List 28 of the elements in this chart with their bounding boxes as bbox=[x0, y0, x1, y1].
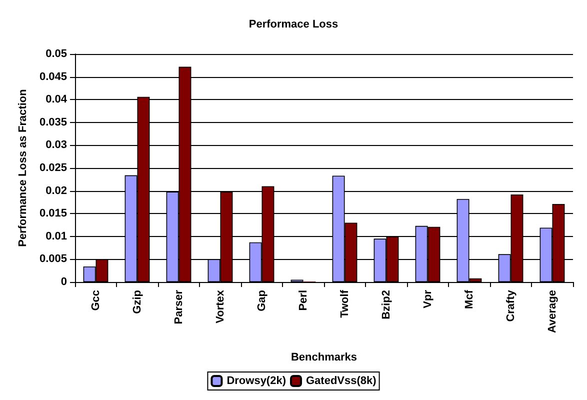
y-tick-label: 0.045 bbox=[39, 70, 67, 83]
x-tick-label: Gzip bbox=[131, 290, 144, 314]
x-tick-label: Bzip2 bbox=[380, 290, 392, 320]
y-tick-label: 0.02 bbox=[46, 184, 67, 197]
y-tick-label: 0.025 bbox=[39, 162, 67, 174]
legend-label: GatedVss(8k) bbox=[306, 375, 377, 387]
y-tick-label: 0.05 bbox=[46, 48, 67, 60]
x-tick-label: Gcc bbox=[90, 290, 102, 311]
x-tick-label: Crafty bbox=[504, 289, 517, 322]
x-tick-label: Perl bbox=[297, 290, 310, 311]
x-tick-label: Twolf bbox=[338, 290, 351, 318]
x-tick-label: Gap bbox=[256, 290, 268, 312]
y-tick-label: 0.03 bbox=[46, 139, 67, 152]
x-tick-label: Mcf bbox=[463, 290, 476, 309]
y-tick-label: 0.04 bbox=[46, 94, 68, 106]
y-axis-title: Performance Loss as Fraction bbox=[17, 88, 30, 247]
y-tick-label: 0.035 bbox=[39, 116, 67, 128]
x-tick-label: Vortex bbox=[214, 289, 226, 324]
chart-title: Performace Loss bbox=[248, 18, 338, 30]
x-tick-label: Parser bbox=[172, 289, 185, 324]
x-tick-label: Vpr bbox=[422, 289, 434, 308]
y-tick-label: 0.005 bbox=[39, 253, 67, 266]
x-tick-label: Average bbox=[546, 290, 558, 334]
x-axis-title: Benchmarks bbox=[290, 352, 358, 364]
y-tick-label: 0.015 bbox=[39, 208, 67, 220]
y-tick-label: 0.01 bbox=[46, 230, 67, 242]
y-tick-label: 0 bbox=[60, 276, 67, 288]
legend-label: Drowsy(2k) bbox=[226, 375, 286, 387]
